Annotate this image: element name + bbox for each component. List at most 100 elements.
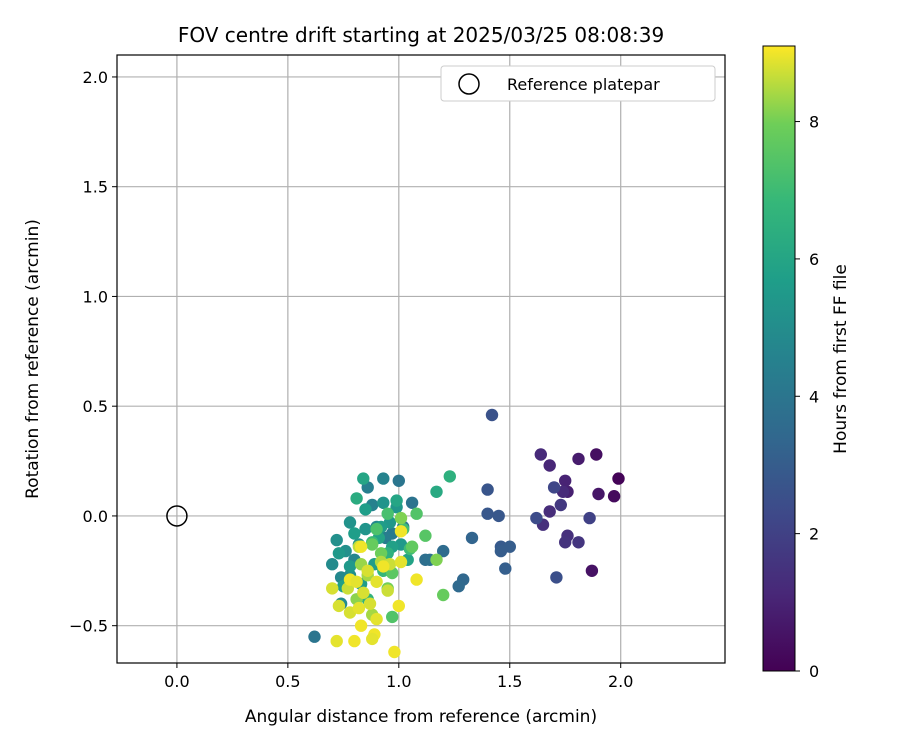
scatter-point [332, 547, 346, 560]
x-tick-label: 0.0 [164, 672, 189, 691]
legend-box [440, 65, 716, 102]
scatter-point [332, 599, 346, 613]
scatter-point [499, 562, 512, 575]
scatter-point [452, 580, 465, 593]
scatter-point [465, 531, 479, 545]
scatter-point [437, 544, 450, 558]
scatter-point [550, 571, 563, 584]
scatter-point [326, 558, 339, 571]
scatter-point [361, 564, 374, 577]
scatter-point [572, 536, 585, 549]
scatter-point [343, 516, 357, 529]
scatter-point [381, 507, 394, 520]
scatter-point [481, 507, 494, 520]
x-tick-label: 1.5 [497, 672, 522, 691]
scatter-point [330, 533, 343, 547]
scatter-point [326, 582, 339, 595]
y-tick-label: 0.0 [83, 507, 108, 526]
scatter-point [381, 584, 394, 597]
y-tick-label: 0.5 [83, 397, 108, 416]
scatter-point [394, 525, 408, 538]
scatter-point [392, 599, 405, 613]
scatter-point [330, 634, 343, 648]
scatter-point [370, 575, 383, 588]
scatter-point [363, 597, 377, 610]
scatter-point [607, 490, 621, 503]
y-tick-label: 1.5 [83, 178, 108, 197]
scatter-point [543, 505, 556, 518]
scatter-point [410, 573, 423, 586]
scatter-point [437, 588, 450, 602]
colorbar-tick-label: 8 [809, 113, 819, 132]
chart-title: FOV centre drift starting at 2025/03/25 … [178, 23, 664, 47]
scatter-point [394, 511, 408, 525]
scatter-point [492, 509, 505, 523]
legend: Reference platepar [440, 65, 716, 102]
scatter-point [343, 560, 357, 573]
y-axis-ticks: −0.5 0.0 0.5 1.0 1.5 2.0 [69, 68, 117, 636]
scatter-point [547, 481, 561, 494]
scatter-point [348, 634, 361, 648]
scatter-point [572, 452, 585, 466]
plot-frame [116, 54, 726, 664]
scatter-point [359, 522, 372, 536]
colorbar-ticks: 0 2 4 6 8 [795, 113, 819, 681]
x-tick-label: 2.0 [608, 672, 633, 691]
x-axis-ticks: 0.0 0.5 1.0 1.5 2.0 [164, 663, 633, 691]
scatter-point [352, 601, 366, 615]
scatter-point [430, 553, 443, 566]
scatter-point [350, 492, 363, 505]
scatter-point [485, 408, 499, 422]
scatter-point [534, 448, 547, 461]
reference-platepar-marker [166, 505, 188, 527]
scatter-point [405, 540, 419, 553]
x-axis-label: Angular distance from reference (arcmin) [245, 707, 597, 727]
scatter-point [370, 612, 383, 626]
scatter-point [366, 538, 379, 551]
plot-area: 0.0 0.5 1.0 1.5 2.0 −0.5 0.0 0.5 1.0 1.5 2.0 [69, 54, 726, 691]
scatter-point [308, 630, 321, 643]
scatter-point [374, 547, 388, 560]
y-tick-label: 2.0 [83, 68, 108, 87]
scatter-point [419, 529, 432, 542]
scatter-point [405, 496, 419, 509]
x-tick-label: 1.0 [386, 672, 411, 691]
scatter-point [443, 470, 456, 483]
scatter-point [410, 507, 423, 520]
scatter-points [308, 408, 625, 659]
scatter-point [354, 619, 368, 632]
scatter-point [583, 511, 596, 525]
colorbar: 0 2 4 6 8 Hours from first FF file [762, 45, 851, 681]
scatter-point [559, 474, 572, 487]
colorbar-label: Hours from first FF file [831, 264, 851, 454]
colorbar-tick-label: 4 [809, 387, 819, 406]
scatter-point [481, 483, 494, 496]
colorbar-tick-label: 6 [809, 250, 819, 269]
colorbar-tick-label: 2 [809, 525, 819, 544]
scatter-point [530, 511, 543, 525]
scatter-point [357, 586, 370, 599]
scatter-point [348, 527, 361, 540]
scatter-point [430, 485, 443, 498]
scatter-point [386, 610, 399, 624]
colorbar-tick-label: 0 [809, 662, 819, 681]
scatter-point [612, 472, 625, 485]
scatter-point [503, 540, 516, 553]
legend-marker [458, 73, 480, 95]
legend-label: Reference platepar [507, 75, 660, 94]
scatter-point [350, 575, 363, 588]
scatter-point [377, 472, 390, 485]
scatter-point [366, 632, 379, 646]
y-axis-label: Rotation from reference (arcmin) [23, 219, 43, 499]
scatter-point [394, 555, 408, 569]
scatter-point [370, 522, 383, 536]
scatter-point [388, 645, 401, 659]
scatter-point [354, 540, 368, 553]
scatter-point [592, 487, 605, 501]
scatter-point [359, 503, 372, 516]
y-tick-label: 1.0 [83, 287, 108, 306]
scatter-point [585, 564, 599, 577]
colorbar-gradient [762, 45, 796, 672]
scatter-point [554, 498, 567, 512]
